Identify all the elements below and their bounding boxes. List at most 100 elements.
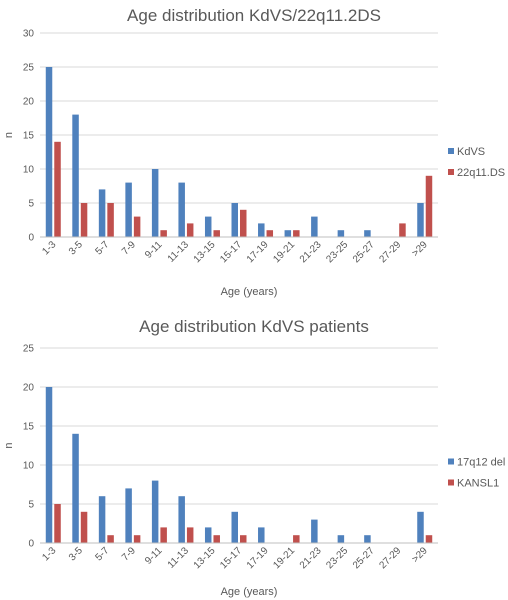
x-tick-label: 17-19 (245, 239, 271, 265)
legend-label: 17q12 del (457, 457, 505, 469)
y-axis-label: n (3, 442, 15, 448)
x-tick-label: 7-9 (120, 239, 138, 257)
x-tick-label: 23-25 (324, 239, 350, 265)
bar-kansl1-5 (186, 527, 194, 543)
bar-kdvs-8 (258, 223, 265, 237)
bar-22q11-ds-9 (293, 230, 300, 237)
bar-22q11-ds-0 (54, 141, 61, 237)
bar-kansl1-9 (293, 535, 300, 543)
legend-swatch (448, 169, 454, 175)
x-tick-label: 27-29 (377, 545, 403, 571)
bar-kdvs-0 (45, 67, 53, 237)
y-tick-label: 10 (23, 165, 35, 176)
x-tick-label: >29 (410, 545, 430, 565)
x-tick-label: 5-7 (93, 239, 111, 257)
bar-kdvs-2 (98, 189, 106, 237)
chart-title: Age distribution KdVS/22q11.2DS (127, 6, 381, 25)
x-tick-label: 25-27 (351, 239, 377, 265)
bar-22q11-ds-4 (160, 230, 167, 237)
chart-title: Age distribution KdVS patients (139, 317, 369, 336)
bar-22q11-ds-1 (80, 203, 88, 237)
bar-22q11-ds-7 (240, 209, 247, 237)
x-tick-label: 17-19 (245, 545, 271, 571)
y-axis-label: n (3, 132, 15, 138)
bar-22q11-ds-3 (133, 216, 141, 237)
x-tick-label: 27-29 (377, 239, 403, 265)
bar-kdvs-14 (417, 203, 424, 237)
bar-kansl1-4 (160, 527, 167, 543)
x-tick-label: 11-13 (166, 239, 192, 265)
x-tick-label: 15-17 (218, 239, 244, 265)
x-tick-label: 5-7 (93, 545, 111, 563)
y-tick-label: 20 (23, 97, 35, 108)
bar-17q12-del-3 (125, 488, 132, 543)
legend-swatch (448, 148, 454, 154)
legend-label: 22q11.DS (457, 167, 505, 179)
bar-kdvs-4 (151, 169, 159, 237)
bar-17q12-del-10 (311, 519, 318, 543)
x-tick-label: 3-5 (67, 545, 85, 563)
bar-kdvs-5 (178, 182, 185, 237)
x-axis-label: Age (years) (221, 586, 278, 598)
bar-kdvs-3 (125, 182, 132, 237)
bar-17q12-del-5 (178, 496, 185, 543)
bar-17q12-del-4 (151, 480, 159, 543)
bar-22q11-ds-14 (425, 175, 433, 237)
bar-17q12-del-7 (231, 511, 238, 543)
x-tick-label: >29 (410, 239, 430, 259)
bar-kansl1-3 (133, 535, 141, 543)
bar-kdvs-11 (337, 230, 345, 237)
legend-label: KANSL1 (457, 478, 499, 490)
y-tick-label: 0 (28, 233, 34, 244)
x-tick-label: 3-5 (67, 239, 85, 257)
bar-17q12-del-2 (98, 496, 106, 543)
chart-kdvs-patients: Age distribution KdVS patients 0 5 10 15 20 25… (3, 317, 505, 598)
y-tick-label: 20 (23, 383, 35, 394)
bar-22q11-ds-6 (213, 230, 220, 237)
x-tick-label: 15-17 (218, 545, 244, 571)
bar-kansl1-0 (54, 504, 61, 543)
bar-kdvs-12 (364, 230, 371, 237)
bar-kansl1-1 (80, 511, 88, 543)
bar-kdvs-1 (72, 114, 79, 237)
bar-22q11-ds-8 (266, 230, 274, 237)
bar-17q12-del-14 (417, 511, 424, 543)
bar-22q11-ds-2 (107, 203, 114, 237)
x-tick-label: 19-21 (271, 545, 297, 571)
bar-17q12-del-6 (204, 527, 212, 543)
bar-kansl1-14 (425, 535, 433, 543)
legend-swatch (448, 458, 454, 465)
bar-22q11-ds-13 (399, 223, 406, 237)
bar-17q12-del-8 (258, 527, 265, 543)
x-tick-label: 11-13 (166, 545, 192, 571)
y-tick-label: 0 (28, 539, 34, 550)
bar-kdvs-7 (231, 203, 238, 237)
legend-label: KdVS (457, 146, 485, 158)
legend-swatch (448, 479, 454, 486)
bar-17q12-del-1 (72, 433, 79, 543)
y-tick-label: 5 (28, 500, 34, 511)
x-tick-label: 19-21 (271, 239, 297, 265)
bar-17q12-del-0 (45, 387, 53, 543)
x-tick-label: 21-23 (298, 545, 324, 571)
x-tick-label: 25-27 (351, 545, 377, 571)
x-tick-label: 1-3 (40, 545, 58, 563)
chart-kdvs-22q11: Age distribution KdVS/22q11.2DS 0 5 10 15 20 2… (3, 6, 505, 298)
y-tick-label: 15 (23, 131, 35, 142)
y-tick-label: 25 (23, 344, 35, 355)
bar-kansl1-7 (240, 535, 247, 543)
x-axis-label: Age (years) (221, 286, 278, 298)
bar-kdvs-10 (311, 216, 318, 237)
bar-22q11-ds-5 (186, 223, 194, 237)
y-tick-label: 5 (28, 199, 34, 210)
x-tick-label: 9-11 (143, 545, 165, 567)
x-tick-label: 21-23 (298, 239, 324, 265)
bar-kansl1-6 (213, 535, 220, 543)
x-tick-label: 1-3 (40, 239, 58, 257)
y-tick-label: 30 (23, 29, 35, 40)
x-tick-label: 13-15 (192, 239, 218, 265)
bar-kdvs-9 (284, 230, 292, 237)
y-tick-label: 15 (23, 422, 35, 433)
y-tick-label: 25 (23, 63, 35, 74)
